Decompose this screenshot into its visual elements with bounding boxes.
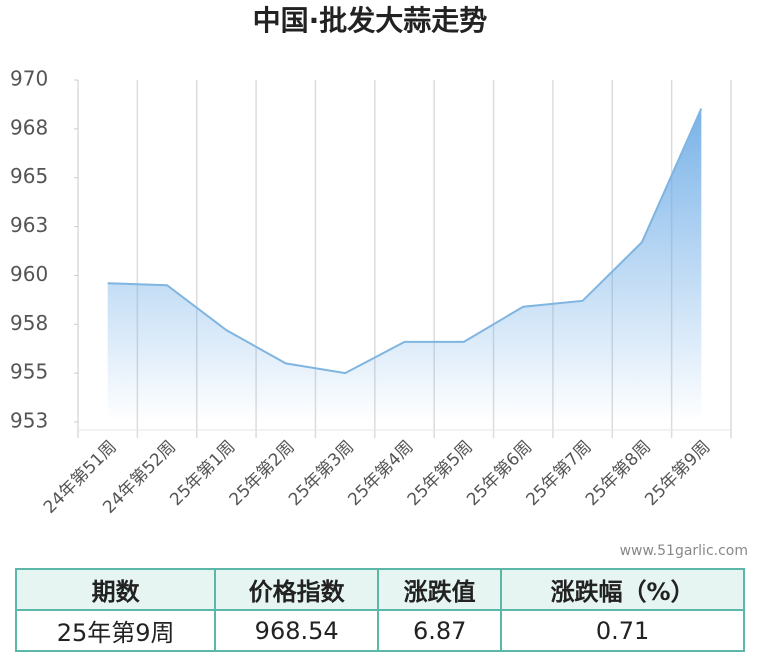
line [107, 108, 703, 375]
area [107, 108, 702, 423]
watermark: www.51garlic.com [620, 543, 748, 559]
table-cell: 968.54 [214, 609, 380, 652]
table-cell: 25年第9周 [14, 609, 217, 652]
header-cell: 涨跌值 [377, 568, 503, 611]
y-tick-label: 960 [10, 262, 48, 286]
chart: 中国·批发大蒜走势 www.51garlic.com 953 955 958 960 9… [10, 4, 748, 559]
header-cell: 期数 [14, 568, 217, 611]
header-cell: 涨跌幅（%） [500, 568, 745, 611]
x-tick-label: 25年第9周 [641, 437, 714, 510]
table-cell: 0.71 [500, 609, 745, 652]
table-row: 25年第9周 968.54 6.87 0.71 [14, 609, 745, 652]
y-tick-label: 968 [10, 115, 48, 139]
y-tick-label: 970 [10, 67, 48, 91]
y-tick-label: 955 [10, 360, 48, 384]
y-tick-label: 953 [10, 409, 48, 433]
y-tick-label: 965 [10, 164, 48, 188]
y-tick-label: 958 [10, 311, 48, 335]
header-cell: 价格指数 [214, 568, 380, 611]
chart-title: 中国·批发大蒜走势 [253, 4, 488, 37]
table-cell: 6.87 [377, 609, 503, 652]
y-tick-label: 963 [10, 213, 48, 237]
summary-table: 期数 价格指数 涨跌值 涨跌幅（%） 25年第9周 968.54 6.87 0.… [14, 568, 745, 652]
table-header: 期数 价格指数 涨跌值 涨跌幅（%） [14, 568, 745, 611]
